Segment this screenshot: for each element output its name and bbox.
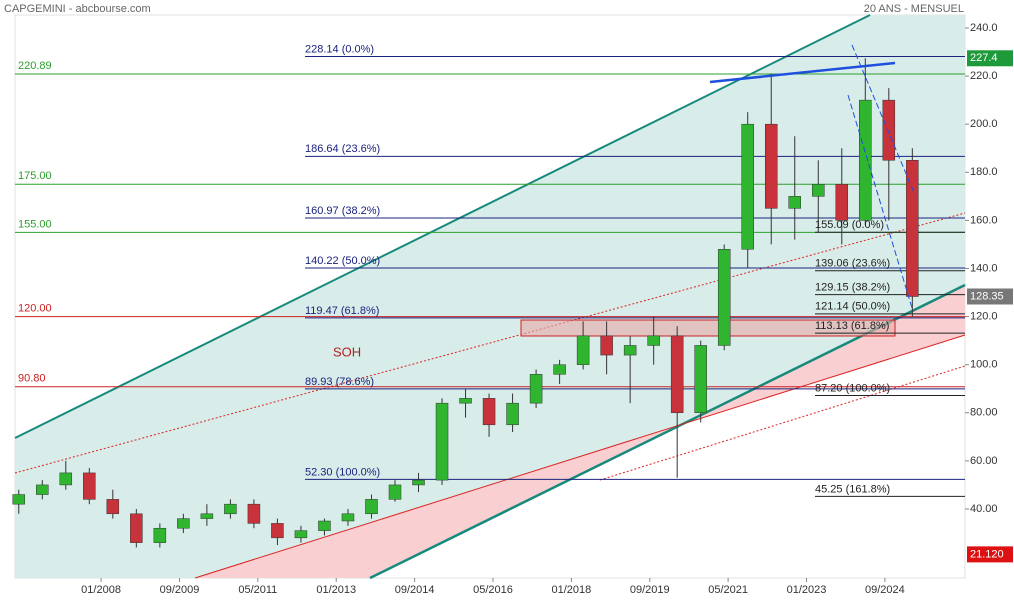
price-marker [967,288,1013,305]
y-tick-label: 80.00 [970,407,998,419]
chart-subtitle: 20 ANS - MENSUEL [864,3,964,15]
candle-body [106,499,120,515]
price-marker [967,546,1013,563]
fib-label: 45.25 (161.8%) [815,483,890,495]
y-tick-label: 220.0 [970,70,998,82]
candle-body [271,523,284,539]
candle-body [459,398,472,404]
fib-label: 139.06 (23.6%) [815,258,890,270]
fib-label: 87.20 (100.0%) [815,382,890,394]
y-tick-label: 40.00 [970,503,998,515]
candle-body [318,520,331,531]
candle-body [788,196,802,209]
price-marker-label: 21.120 [970,548,1004,560]
candle-body [764,123,778,209]
candle-body [83,472,96,500]
candle-body [435,402,449,481]
fib-label: 186.64 (23.6%) [305,143,380,155]
candle-body [506,402,519,426]
fib-label: 228.14 (0.0%) [305,43,374,55]
price-marker [967,50,1013,67]
level-label: 120.00 [18,302,52,314]
candle-body [906,160,919,297]
trend-dashed [847,94,913,309]
x-tick-label: 01/2023 [787,584,827,596]
x-tick-label: 01/2018 [551,584,591,596]
price-marker-label: 227.4 [970,52,998,64]
candle-body [600,335,613,356]
trend-dashed [851,44,916,196]
candle-body [224,503,237,515]
x-tick-label: 09/2014 [395,584,435,596]
level-label: 220.89 [18,60,52,72]
x-tick-label: 05/2016 [473,584,513,596]
candle-body [647,335,660,346]
x-tick-label: 01/2013 [316,584,356,596]
red-dotted [14,212,966,474]
candle-body [623,345,637,356]
red-line [194,334,966,579]
x-tick-label: 05/2011 [238,584,277,596]
y-tick-label: 160.0 [970,214,998,226]
y-tick-label: 140.0 [970,262,998,274]
x-tick-label: 09/2009 [160,584,200,596]
fib-label: 155.09 (0.0%) [815,219,884,231]
candle-body [341,513,355,522]
fib-label: 113.13 (61.8%) [815,320,889,332]
candle-body [12,494,26,505]
fib-label: 52.30 (100.0%) [305,466,380,478]
candle-body [741,123,754,250]
trend-line [709,61,896,84]
candle-body [482,398,496,426]
level-label: 175.00 [18,170,52,182]
candle-body [177,518,190,529]
x-tick-label: 01/2008 [81,584,121,596]
candle-body [576,335,590,365]
annotation: SOH [333,344,361,359]
candle-body [388,484,402,500]
candle-body [694,345,707,414]
candle-body [882,99,896,161]
channel-upper [14,14,871,439]
candle-body [153,527,167,543]
y-tick-label: 100.0 [970,359,998,371]
candle-body [670,335,684,414]
y-tick-label: 240.0 [970,22,998,34]
channel-fill [15,15,965,578]
candle-body [717,248,731,346]
y-tick-label: 60.00 [970,455,998,467]
fib-label: 140.22 (50.0%) [305,255,380,267]
candle-body [294,530,308,539]
fib-label: 89.93 (78.6%) [305,376,374,388]
candle-body [36,484,49,495]
soh-zone [520,319,896,337]
fib-label: 129.15 (38.2%) [815,281,890,293]
x-tick-label: 09/2019 [630,584,670,596]
candle-body [200,513,214,519]
candle-body [247,503,261,524]
fib-label: 121.14 (50.0%) [815,301,890,313]
y-tick-label: 180.0 [970,166,998,178]
y-tick-label: 120.0 [970,310,998,322]
candle-body [365,499,378,515]
candle-body [59,472,73,486]
chart-title: CAPGEMINI - abcbourse.com [4,3,151,15]
level-label: 90.80 [18,373,46,385]
fib-label: 160.97 (38.2%) [305,205,380,217]
candle-body [412,479,425,486]
candle-body [835,184,849,221]
candle-body [529,374,543,404]
x-tick-label: 05/2021 [708,584,748,596]
level-label: 155.00 [18,218,52,230]
fib-label: 119.47 (61.8%) [305,305,379,317]
candle-body [812,184,825,197]
price-marker-label: 128.35 [970,290,1004,302]
candle-body [553,364,566,375]
candle-body [859,99,872,221]
x-tick-label: 09/2024 [865,584,905,596]
y-tick-label: 200.0 [970,118,998,130]
candle-body [130,513,143,543]
